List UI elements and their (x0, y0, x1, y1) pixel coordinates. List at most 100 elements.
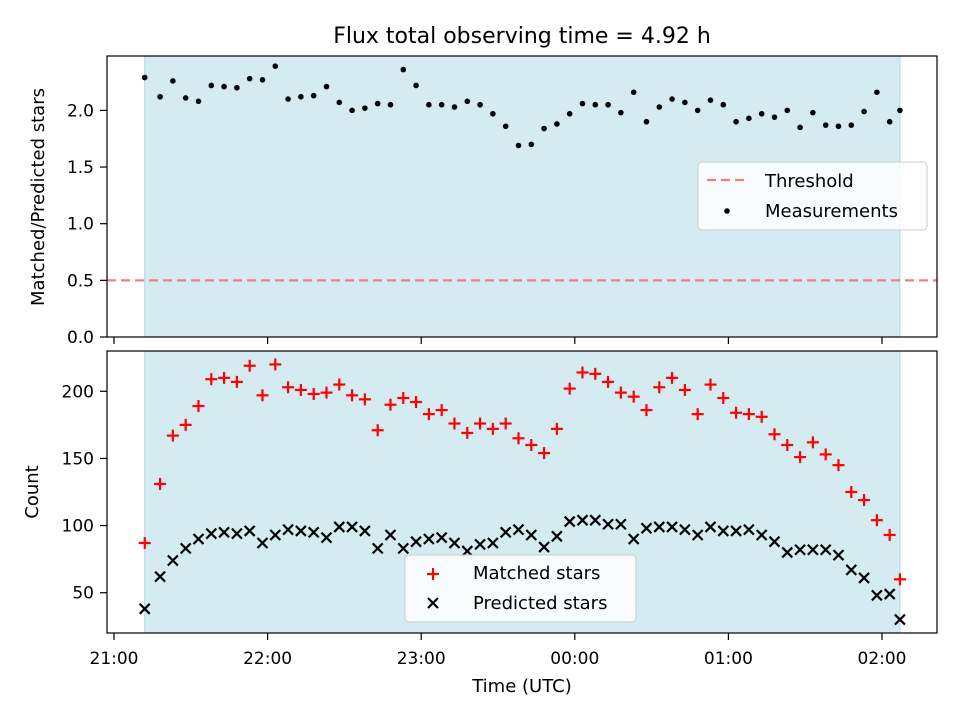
x-tick-label: 01:00 (704, 649, 753, 669)
legend-counts: Matched stars Predicted stars (404, 554, 637, 623)
panel-counts-frame (106, 350, 938, 634)
measurement-point (630, 89, 637, 96)
legend-ratio-box (697, 161, 928, 231)
measurement-point (400, 66, 407, 73)
matched-star-point (691, 408, 704, 421)
predicted-star-point (359, 525, 371, 537)
measurement-point (784, 107, 791, 114)
predicted-star-point (205, 527, 218, 540)
matched-star-point (538, 447, 551, 460)
predicted-star-point (333, 521, 346, 533)
matched-star-point (230, 375, 243, 388)
legend-counts-box (404, 554, 637, 623)
matched-star-point (179, 418, 192, 431)
measurement-point (234, 84, 240, 91)
panel-counts-y-ticks: 50 100 150 200 (62, 382, 107, 604)
matched-star-point (768, 428, 781, 441)
measurement-point (656, 104, 663, 110)
measurement-point (886, 118, 893, 125)
matched-star-point (883, 528, 896, 541)
x-tick-label: 22:00 (243, 649, 292, 669)
matched-star-point (730, 406, 743, 419)
measurement-point (298, 93, 304, 100)
matched-star-point (525, 439, 538, 451)
predicted-star-point (755, 529, 768, 541)
measurement-point (541, 125, 547, 132)
predicted-star-point (320, 531, 333, 544)
chart-title: Flux total observing time = 4.92 h (333, 24, 711, 49)
measurement-point (733, 118, 739, 125)
matched-star-point (717, 392, 730, 404)
legend-predicted-swatch (427, 597, 439, 609)
matched-star-point (794, 451, 807, 464)
predicted-star-point (371, 542, 384, 555)
predicted-star-point (435, 531, 448, 544)
predicted-star-point (679, 523, 691, 536)
measurement-point (362, 105, 368, 111)
panel-ratio-y-ticks: 0.0 0.5 1.0 1.5 2.0 (67, 101, 107, 348)
matched-stars-points (138, 358, 906, 586)
matched-star-point (563, 382, 576, 395)
measurement-point (758, 110, 765, 117)
measurement-point (848, 122, 855, 128)
x-axis-label: Time (UTC) (471, 676, 572, 697)
predicted-star-point (627, 533, 640, 545)
predicted-star-point (653, 521, 666, 533)
matched-star-point (138, 537, 151, 550)
predicted-star-point (231, 527, 243, 540)
measurement-point (566, 110, 573, 117)
predicted-star-point (819, 543, 832, 556)
measurement-point (605, 101, 611, 108)
y-tick-label: 150 (62, 449, 94, 469)
predicted-star-point (704, 521, 717, 533)
predicted-star-point (602, 518, 614, 531)
measurement-point (579, 100, 586, 107)
matched-star-point (845, 486, 858, 498)
matched-star-point (499, 417, 512, 430)
matched-star-point (653, 381, 666, 394)
measurement-point (643, 118, 650, 125)
matched-star-point (832, 459, 845, 472)
measurement-point (861, 108, 867, 115)
predicted-star-point (461, 545, 474, 557)
legend-measurements-label: Measurements (765, 201, 898, 222)
measurement-point (195, 98, 202, 105)
predicted-star-point (832, 549, 845, 561)
matched-star-point (243, 359, 256, 372)
matched-star-point (371, 424, 384, 437)
predicted-star-point (883, 588, 896, 600)
measurement-point (502, 123, 509, 130)
panel-ratio-frame (106, 55, 938, 338)
matched-star-point (576, 366, 589, 379)
panel-ratio-x-ticks (113, 337, 883, 344)
matched-star-point (448, 417, 461, 430)
predicted-star-point (615, 518, 627, 531)
measurement-point (208, 82, 215, 89)
matched-star-point (870, 514, 883, 527)
measurement-point (592, 101, 599, 108)
predicted-star-point (384, 529, 397, 541)
matched-star-point (333, 378, 346, 391)
predicted-stars-points (138, 514, 906, 626)
matched-star-point (755, 410, 768, 423)
matched-star-point (474, 417, 487, 430)
measurement-point (797, 124, 803, 131)
measurement-point (413, 82, 419, 89)
predicted-star-point (730, 525, 742, 537)
measurement-point (349, 107, 355, 114)
matched-star-point (384, 398, 397, 411)
matched-star-point (269, 358, 282, 371)
y-tick-label: 1.5 (67, 158, 94, 178)
matched-star-point (742, 408, 755, 421)
measurement-point (285, 96, 291, 102)
matched-star-point (294, 383, 307, 396)
predicted-star-point (295, 525, 307, 537)
measurement-point (669, 96, 675, 102)
panel-ratio: 0.00.51.01.52.0 Matched/Predicted stars … (28, 55, 938, 348)
matched-star-point (461, 426, 474, 439)
matched-star-point (704, 378, 717, 391)
measurement-point (618, 109, 624, 116)
legend-matched-swatch (427, 568, 439, 580)
predicted-star-point (845, 564, 858, 576)
matched-star-point (678, 383, 691, 396)
